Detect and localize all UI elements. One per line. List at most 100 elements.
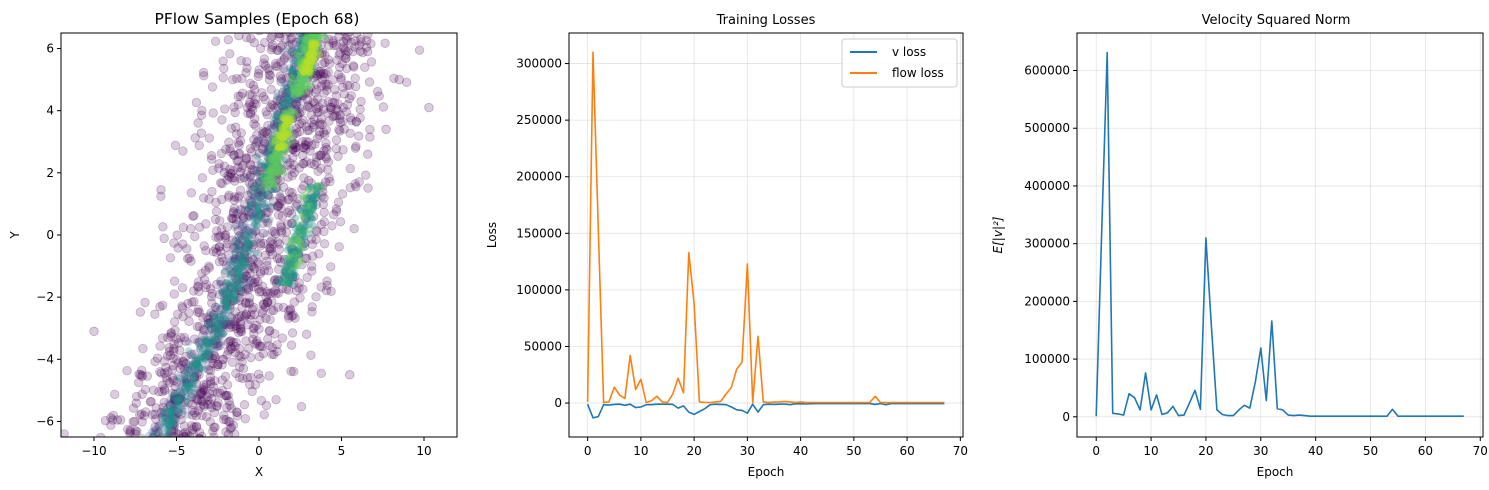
density-point [303,60,311,68]
density-point [315,43,323,51]
density-point [301,240,309,248]
density-point [266,152,274,160]
sample-point [221,415,231,425]
density-point [283,83,291,92]
density-point [310,200,318,208]
density-point [274,111,282,119]
density-point [203,341,211,349]
sample-point [208,108,218,118]
density-point [295,86,303,95]
density-point [244,214,252,223]
sample-point [217,252,227,263]
density-point [272,156,281,165]
density-point [226,270,234,279]
density-point [296,72,304,80]
sample-point [277,100,288,111]
velocity-grid [1077,33,1483,437]
density-point [271,152,280,160]
density-point [274,136,283,144]
density-point [251,220,259,228]
sample-point [178,222,189,233]
density-point [315,51,324,59]
sample-point [194,307,205,318]
sample-point [277,126,288,137]
sample-point [179,365,190,375]
sample-point [283,160,293,170]
velocity-frame [1076,32,1484,438]
sample-point [300,238,310,248]
density-point [184,383,192,391]
density-point [219,301,227,309]
density-point [303,57,311,65]
density-point [261,202,269,210]
density-point [290,82,298,91]
sample-point [301,136,311,147]
density-point [305,201,313,209]
sample-point [191,356,201,367]
sample-point [221,390,231,401]
density-point [214,319,222,327]
sample-point [323,157,334,167]
sample-point [191,358,202,368]
density-point [288,113,296,121]
density-point [198,349,206,357]
sample-point [168,360,178,371]
sample-point [177,360,187,370]
sample-point [171,334,181,344]
sample-point [156,185,166,195]
sample-point [314,150,324,160]
density-point [299,231,307,239]
sample-point [229,150,239,160]
density-point [225,289,233,298]
density-point [179,407,187,416]
density-point [253,185,261,193]
density-point [182,387,190,395]
sample-point [227,173,237,183]
density-point [237,234,246,242]
density-point [255,161,264,169]
sample-point [197,387,208,398]
density-point [201,349,209,357]
density-point [278,117,287,126]
density-point [268,174,276,182]
sample-point [253,369,264,379]
density-point [178,377,186,386]
density-point [181,387,190,396]
sample-point [263,63,273,74]
density-point [218,319,226,327]
density-point [216,326,224,334]
sample-point [164,346,175,357]
density-point [308,61,316,69]
density-point [295,239,303,247]
sample-point [291,123,302,133]
density-point [205,349,214,357]
sample-point [236,327,247,337]
density-point [151,425,159,433]
sample-point [338,145,348,155]
sample-point [231,129,242,139]
sample-point [247,260,257,271]
sample-point [361,42,372,53]
density-point [302,82,310,90]
sample-point [277,283,288,294]
density-point [282,95,290,103]
density-point [267,176,275,184]
density-point [289,221,298,229]
density-point [230,284,238,292]
density-point [169,415,178,423]
sample-point [240,349,250,360]
sample-point [216,322,226,332]
density-point [235,267,243,275]
sample-point [310,42,320,53]
sample-point [281,118,292,128]
sample-point [301,33,311,40]
density-point [164,432,172,437]
sample-point [237,302,247,313]
density-point [256,176,264,184]
density-point [308,43,317,51]
density-point [285,47,294,55]
sample-point [255,169,265,180]
sample-point [312,227,322,237]
density-point [292,50,300,58]
sample-point [351,181,361,192]
